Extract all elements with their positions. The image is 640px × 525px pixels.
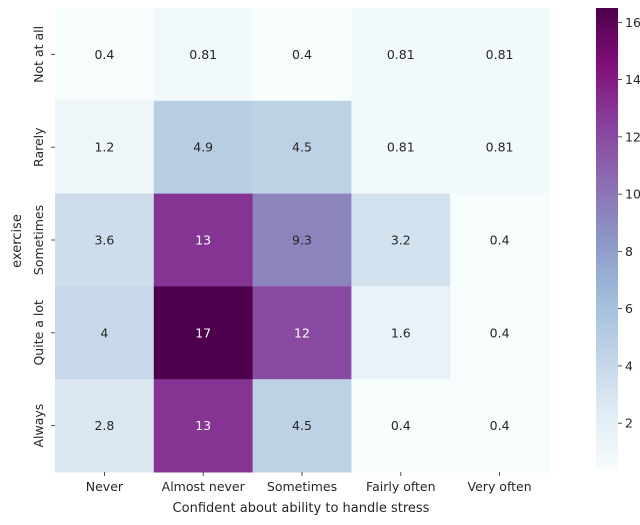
heatmap-cell xyxy=(351,100,451,195)
heatmap-cell xyxy=(450,8,550,102)
x-tick-label: Sometimes xyxy=(267,479,337,494)
cell-value-label: 9.3 xyxy=(292,233,312,248)
colorbar: 2 4 6 8 10 12 14 16 xyxy=(596,8,640,469)
cell-value-label: 3.2 xyxy=(391,233,411,248)
heatmap-cell xyxy=(153,286,254,380)
colorbar-tick-label: 14 xyxy=(625,72,640,87)
colorbar-tick-label: 4 xyxy=(625,358,633,373)
cell-value-label: 1.6 xyxy=(391,325,411,340)
heatmap-cell xyxy=(351,286,451,380)
heatmap-cell xyxy=(153,100,254,195)
cell-value-label: 0.81 xyxy=(387,140,415,155)
x-tick-label: Very often xyxy=(468,479,532,494)
heatmap-cell xyxy=(351,193,451,287)
cell-value-label: 13 xyxy=(195,233,211,248)
heatmap-cell xyxy=(55,286,155,380)
heatmap-cell xyxy=(450,100,550,195)
cell-value-label: 0.4 xyxy=(292,47,312,62)
cell-value-label: 12 xyxy=(294,325,310,340)
cell-value-label: 4.5 xyxy=(292,418,312,433)
heatmap-cell xyxy=(450,379,550,473)
heatmap-cell xyxy=(252,8,352,102)
cell-value-label: 3.6 xyxy=(94,233,114,248)
heatmap-cell xyxy=(450,286,550,380)
heatmap-cell xyxy=(252,286,352,380)
heatmap-cell xyxy=(252,193,352,287)
cell-value-label: 4.5 xyxy=(292,140,312,155)
heatmap-cell xyxy=(351,8,451,102)
cell-value-label: 0.81 xyxy=(387,47,415,62)
heatmap-cell xyxy=(351,379,451,473)
x-tick-label: Fairly often xyxy=(366,479,436,494)
cell-value-label: 0.81 xyxy=(189,47,217,62)
heatmap-cell xyxy=(153,193,254,287)
cell-value-label: 2.8 xyxy=(94,418,114,433)
colorbar-tick-label: 12 xyxy=(625,129,640,144)
cell-value-label: 0.4 xyxy=(490,418,510,433)
heatmap-cell xyxy=(153,379,254,473)
heatmap-cell xyxy=(55,8,155,102)
heatmap-cell xyxy=(55,193,155,287)
cell-value-label: 4.9 xyxy=(193,140,213,155)
cell-value-label: 0.4 xyxy=(490,233,510,248)
colorbar-gradient xyxy=(596,8,618,469)
heatmap-cell xyxy=(252,379,352,473)
y-tick-label: Not at all xyxy=(31,26,46,83)
colorbar-tick-label: 10 xyxy=(625,187,640,202)
colorbar-tick-label: 16 xyxy=(625,15,640,30)
y-tick-label: Quite a lot xyxy=(31,300,46,366)
cell-value-label: 17 xyxy=(195,325,211,340)
cell-value-label: 0.4 xyxy=(391,418,411,433)
heatmap-cell xyxy=(55,379,155,473)
y-axis-label: exercise xyxy=(10,214,25,268)
heatmap-cell xyxy=(153,8,254,102)
heatmap-cells: 0.4 0.81 0.4 0.81 0.81 1.2 4.9 4.5 0.81 0.81 3.6 13… xyxy=(55,8,550,473)
cell-value-label: 13 xyxy=(195,418,211,433)
x-axis-label: Confident about ability to handle stress xyxy=(173,501,430,516)
x-tick-label: Almost never xyxy=(162,479,246,494)
y-tick-labels: Not at all Rarely Sometimes Quite a lot Alwa… xyxy=(31,26,55,448)
y-tick-label: Always xyxy=(31,404,46,448)
heatmap-cell xyxy=(450,193,550,287)
heatmap-cell xyxy=(55,100,155,195)
heatmap-cell xyxy=(252,100,352,195)
cell-value-label: 0.4 xyxy=(490,325,510,340)
cell-value-label: 0.81 xyxy=(486,47,514,62)
x-tick-label: Never xyxy=(86,479,124,494)
colorbar-tick-label: 6 xyxy=(625,301,633,316)
cell-value-label: 0.4 xyxy=(94,47,114,62)
cell-value-label: 1.2 xyxy=(94,140,114,155)
colorbar-tick-label: 2 xyxy=(625,416,633,431)
x-tick-labels: Never Almost never Sometimes Fairly often Ve… xyxy=(86,472,532,494)
cell-value-label: 0.81 xyxy=(486,140,514,155)
y-tick-label: Rarely xyxy=(31,127,46,167)
y-tick-label: Sometimes xyxy=(31,205,46,275)
cell-value-label: 4 xyxy=(100,325,108,340)
colorbar-tick-label: 8 xyxy=(625,244,633,259)
